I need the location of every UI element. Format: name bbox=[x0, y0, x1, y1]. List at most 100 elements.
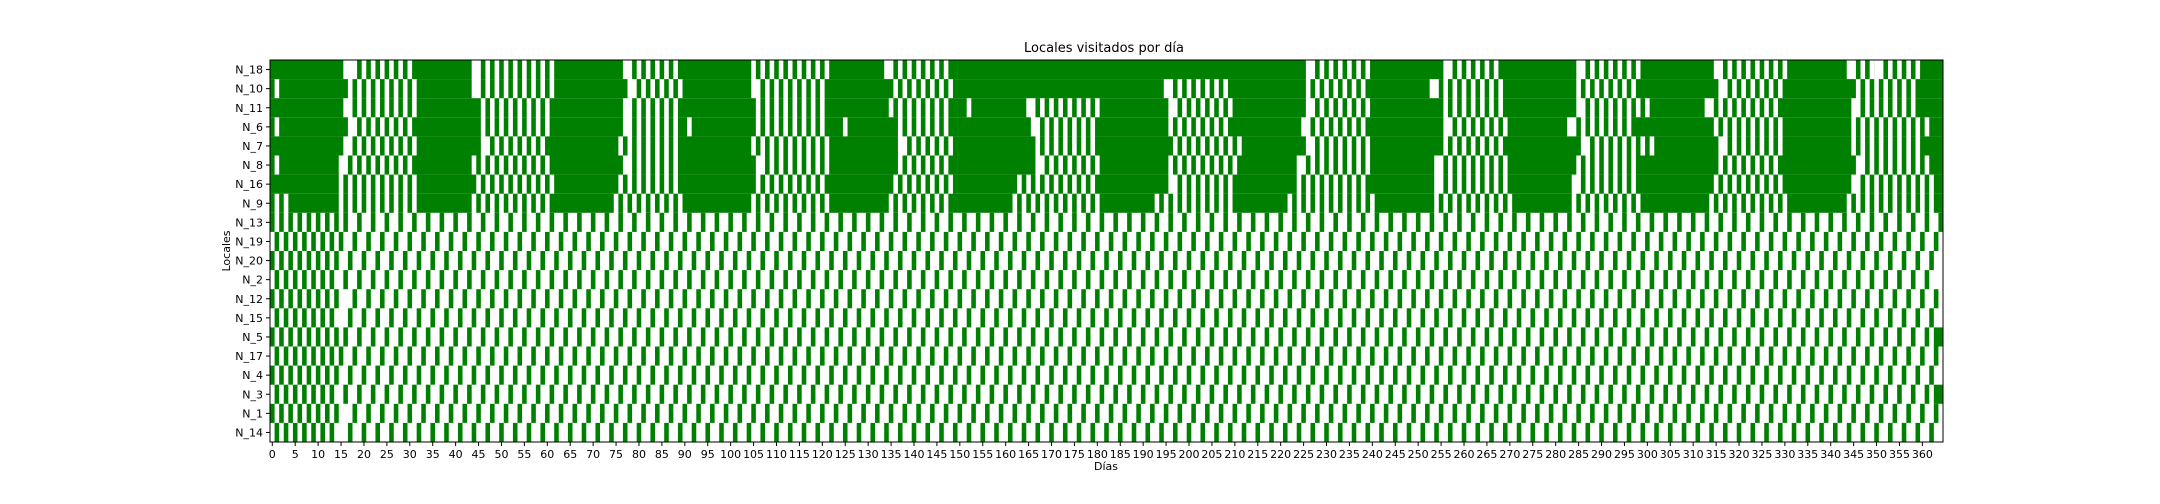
heatmap-cell bbox=[1562, 231, 1568, 251]
y-tick-label: N_1 bbox=[242, 407, 263, 420]
heatmap-cell bbox=[1429, 212, 1435, 232]
x-tick-label: 205 bbox=[1201, 448, 1222, 461]
heatmap-cell bbox=[1855, 60, 1861, 80]
heatmap-cell bbox=[1205, 346, 1210, 366]
heatmap-cell bbox=[769, 117, 775, 137]
heatmap-cell bbox=[1182, 212, 1187, 232]
heatmap-cell bbox=[1695, 251, 1701, 271]
heatmap-cell bbox=[1819, 365, 1824, 385]
heatmap-cell bbox=[1851, 193, 1856, 213]
heatmap-cell bbox=[1255, 308, 1261, 328]
heatmap-cell bbox=[531, 193, 536, 213]
heatmap-cell bbox=[389, 98, 394, 118]
heatmap-cell bbox=[270, 60, 344, 80]
heatmap-cell bbox=[1750, 365, 1756, 385]
heatmap-cell bbox=[352, 193, 358, 213]
heatmap-cell bbox=[1443, 212, 1448, 232]
x-tick-label: 100 bbox=[720, 448, 741, 461]
heatmap-cell bbox=[1768, 60, 1774, 80]
heatmap-cell bbox=[650, 117, 656, 137]
heatmap-cell bbox=[1732, 98, 1737, 118]
heatmap-cell bbox=[1745, 117, 1751, 137]
heatmap-cell bbox=[1392, 251, 1398, 271]
heatmap-cell bbox=[1095, 346, 1100, 366]
heatmap-cell bbox=[1062, 193, 1068, 213]
heatmap-cell bbox=[480, 79, 486, 99]
heatmap-cell bbox=[1370, 231, 1375, 251]
heatmap-cell bbox=[1640, 98, 1646, 118]
heatmap-cell bbox=[1654, 422, 1659, 442]
heatmap-cell bbox=[471, 422, 477, 442]
heatmap-cell bbox=[1058, 327, 1063, 347]
heatmap-cell bbox=[1530, 251, 1536, 271]
heatmap-cell bbox=[1846, 365, 1852, 385]
heatmap-cell bbox=[641, 289, 646, 309]
heatmap-cell bbox=[1388, 384, 1393, 404]
heatmap-cell bbox=[875, 231, 880, 251]
heatmap-cell bbox=[1186, 308, 1192, 328]
heatmap-cell bbox=[1489, 251, 1494, 271]
heatmap-cell bbox=[457, 422, 463, 442]
heatmap-cell bbox=[1406, 422, 1412, 442]
heatmap-cell bbox=[943, 174, 949, 194]
x-tick-label: 350 bbox=[1866, 448, 1887, 461]
heatmap-cell bbox=[971, 231, 976, 251]
heatmap-cell bbox=[1026, 231, 1031, 251]
heatmap-cell bbox=[1567, 384, 1572, 404]
y-tick-label: N_14 bbox=[235, 426, 263, 439]
heatmap-cell bbox=[650, 155, 656, 175]
heatmap-cell bbox=[1695, 308, 1701, 328]
heatmap-cell bbox=[1887, 79, 1893, 99]
heatmap-cell bbox=[1172, 308, 1178, 328]
heatmap-cell bbox=[1195, 327, 1201, 347]
heatmap-cell bbox=[384, 270, 390, 290]
x-tick-label: 15 bbox=[334, 448, 348, 461]
heatmap-cell bbox=[1370, 60, 1444, 80]
heatmap-cell bbox=[1626, 365, 1632, 385]
heatmap-cell bbox=[590, 384, 596, 404]
heatmap-cell bbox=[691, 251, 697, 271]
heatmap-cell bbox=[1214, 422, 1219, 442]
heatmap-cell bbox=[567, 365, 573, 385]
heatmap-cell bbox=[1095, 174, 1169, 194]
heatmap-cell bbox=[1814, 327, 1820, 347]
heatmap-cell bbox=[824, 212, 830, 232]
heatmap-cell bbox=[820, 193, 825, 213]
heatmap-cell bbox=[1379, 365, 1384, 385]
heatmap-cell bbox=[852, 327, 857, 347]
heatmap-cell bbox=[1159, 251, 1164, 271]
heatmap-cell bbox=[930, 98, 935, 118]
heatmap-cell bbox=[613, 403, 619, 423]
heatmap-cell bbox=[1901, 155, 1907, 175]
heatmap-cell bbox=[1319, 174, 1325, 194]
heatmap-cell bbox=[1200, 365, 1206, 385]
heatmap-cell bbox=[1035, 98, 1041, 118]
heatmap-cell bbox=[535, 136, 541, 156]
heatmap-cell bbox=[1846, 308, 1852, 328]
heatmap-cell bbox=[1480, 289, 1485, 309]
heatmap-cell bbox=[421, 403, 426, 423]
heatmap-cell bbox=[503, 346, 509, 366]
heatmap-cell bbox=[751, 289, 756, 309]
heatmap-cell bbox=[1562, 289, 1568, 309]
heatmap-cell bbox=[1493, 136, 1499, 156]
heatmap-cell bbox=[1906, 79, 1911, 99]
heatmap-cell bbox=[1168, 212, 1173, 232]
heatmap-cell bbox=[732, 365, 738, 385]
heatmap-cell bbox=[1690, 384, 1696, 404]
heatmap-cell bbox=[1736, 422, 1742, 442]
heatmap-cell bbox=[1741, 98, 1746, 118]
heatmap-cell bbox=[1727, 231, 1733, 251]
heatmap-cell bbox=[1475, 98, 1481, 118]
heatmap-cell bbox=[1791, 422, 1797, 442]
heatmap-cell bbox=[847, 289, 853, 309]
heatmap-cell bbox=[1328, 231, 1334, 251]
heatmap-cell bbox=[375, 365, 381, 385]
heatmap-cell bbox=[1901, 251, 1907, 271]
heatmap-cell bbox=[1237, 327, 1242, 347]
heatmap-cell bbox=[581, 365, 587, 385]
heatmap-cell bbox=[1768, 98, 1774, 118]
heatmap-cell bbox=[632, 117, 637, 137]
heatmap-cell bbox=[659, 212, 665, 232]
heatmap-cell bbox=[1209, 384, 1215, 404]
